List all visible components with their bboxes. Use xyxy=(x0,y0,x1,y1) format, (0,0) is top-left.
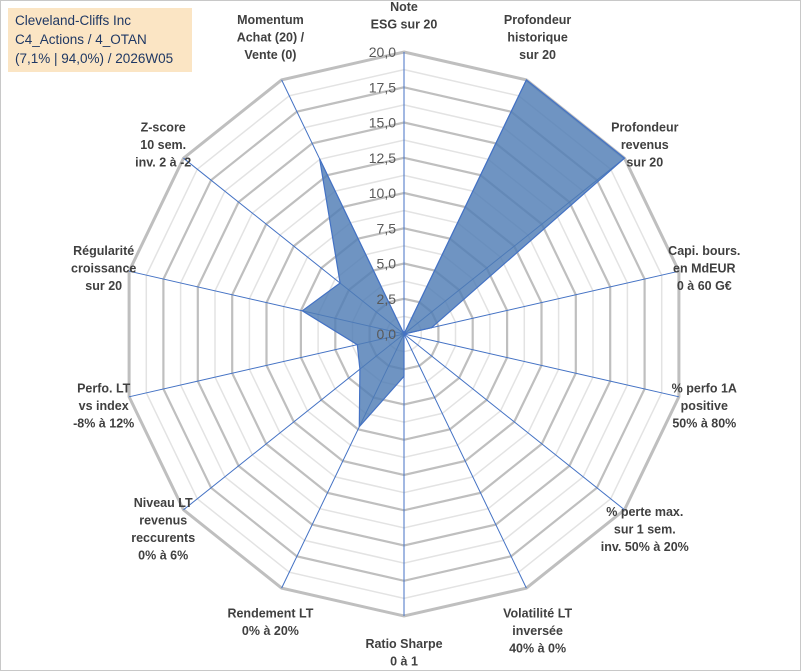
axis-label: % perfo 1A positive 50% à 80% xyxy=(672,381,737,430)
axis-label: Profondeur historique sur 20 xyxy=(504,13,571,62)
axis-label-line: historique xyxy=(507,31,567,45)
chart-title-box: Cleveland-Cliffs Inc C4_Actions / 4_OTAN… xyxy=(8,8,192,72)
axis-label: % perte max. sur 1 sem. inv. 50% à 20% xyxy=(601,505,689,554)
axis-label-line: Ratio Sharpe xyxy=(365,637,442,651)
axis-label-line: 0 à 60 G€ xyxy=(677,279,732,293)
tick-label: 17,5 xyxy=(369,79,396,95)
axis-label-line: -8% à 12% xyxy=(73,416,134,430)
radar-axis-labels: Note ESG sur 20 Profondeur historique sur 20… xyxy=(71,0,740,669)
axis-label-line: Z-score xyxy=(141,121,186,135)
axis-label-line: Niveau LT xyxy=(134,496,193,510)
axis-label-line: Profondeur xyxy=(611,121,678,135)
score-period-label: (7,1% | 94,0%) / 2026W05 xyxy=(15,51,174,66)
axis-label-line: Achat (20) / xyxy=(237,31,305,45)
tick-label: 15,0 xyxy=(369,115,396,131)
axis-label: Profondeur revenus sur 20 xyxy=(611,121,678,170)
axis-label-line: Régularité xyxy=(73,244,134,258)
axis-label-line: Volatilité LT xyxy=(503,607,572,621)
tick-label: 12,5 xyxy=(369,150,396,166)
axis-label-line: croissance xyxy=(71,262,136,276)
axis-label-line: 0% à 20% xyxy=(242,624,299,638)
axis-label-line: ESG sur 20 xyxy=(371,18,438,32)
company-name: Cleveland-Cliffs Inc xyxy=(15,13,132,28)
axis-label-line: Profondeur xyxy=(504,13,571,27)
axis-label-line: 50% à 80% xyxy=(672,416,736,430)
radar-spoke xyxy=(403,333,527,589)
axis-label: Niveau LT revenus reccurents 0% à 6% xyxy=(131,496,195,563)
axis-label-line: vs index xyxy=(79,399,129,413)
tick-label: 5,0 xyxy=(377,256,397,272)
axis-label-line: % perte max. xyxy=(606,505,683,519)
axis-label-line: inv. 2 à -2 xyxy=(135,156,191,170)
tick-label: 10,0 xyxy=(369,185,396,201)
category-label: C4_Actions / 4_OTAN xyxy=(15,32,147,47)
axis-label-line: % perfo 1A xyxy=(672,381,737,395)
axis-label-line: Note xyxy=(390,0,418,14)
axis-label: Perfo. LT vs index -8% à 12% xyxy=(73,381,134,430)
axis-label: Momentum Achat (20) / Vente (0) xyxy=(237,13,305,62)
axis-label: Note ESG sur 20 xyxy=(371,0,438,32)
axis-label-line: revenus xyxy=(139,514,187,528)
axis-label-line: sur 20 xyxy=(626,156,663,170)
tick-label: 2,5 xyxy=(377,291,397,307)
axis-label: Ratio Sharpe 0 à 1 xyxy=(365,637,442,669)
axis-label: Rendement LT 0% à 20% xyxy=(227,607,313,639)
axis-label-line: 0% à 6% xyxy=(138,549,188,563)
radar-series xyxy=(301,78,626,429)
axis-label-line: 0 à 1 xyxy=(390,655,418,669)
radar-spoke xyxy=(403,270,680,335)
axis-label-line: Perfo. LT xyxy=(77,381,131,395)
axis-label-line: en MdEUR xyxy=(673,262,736,276)
axis-label-line: inv. 50% à 20% xyxy=(601,540,689,554)
axis-label-line: inversée xyxy=(512,624,563,638)
tick-label: 7,5 xyxy=(377,220,397,236)
axis-label: Z-score 10 sem. inv. 2 à -2 xyxy=(135,121,191,170)
axis-label-line: sur 20 xyxy=(519,48,556,62)
tick-label: 20,0 xyxy=(369,44,396,60)
axis-label-line: revenus xyxy=(621,138,669,152)
series-area xyxy=(301,78,626,429)
axis-label: Régularité croissance sur 20 xyxy=(71,244,136,293)
tick-label: 0,0 xyxy=(377,326,397,342)
axis-label-line: Capi. bours. xyxy=(668,244,740,258)
axis-label-line: Rendement LT xyxy=(227,607,313,621)
axis-label: Volatilité LT inversée 40% à 0% xyxy=(503,607,572,656)
radar-tick-labels: 0,0 2,5 5,0 7,5 10,0 12,5 15,0 17,5 20,0 xyxy=(369,44,396,342)
axis-label-line: 40% à 0% xyxy=(509,642,566,656)
radar-spoke xyxy=(403,333,680,398)
axis-label-line: sur 1 sem. xyxy=(614,522,676,536)
axis-label-line: sur 20 xyxy=(85,279,122,293)
axis-label: Capi. bours. en MdEUR 0 à 60 G€ xyxy=(668,244,740,293)
axis-label-line: Vente (0) xyxy=(244,48,296,62)
axis-label-line: 10 sem. xyxy=(140,138,186,152)
radar-spoke xyxy=(403,333,625,511)
axis-label-line: reccurents xyxy=(131,531,195,545)
axis-label-line: Momentum xyxy=(237,13,304,27)
axis-label-line: positive xyxy=(681,399,728,413)
